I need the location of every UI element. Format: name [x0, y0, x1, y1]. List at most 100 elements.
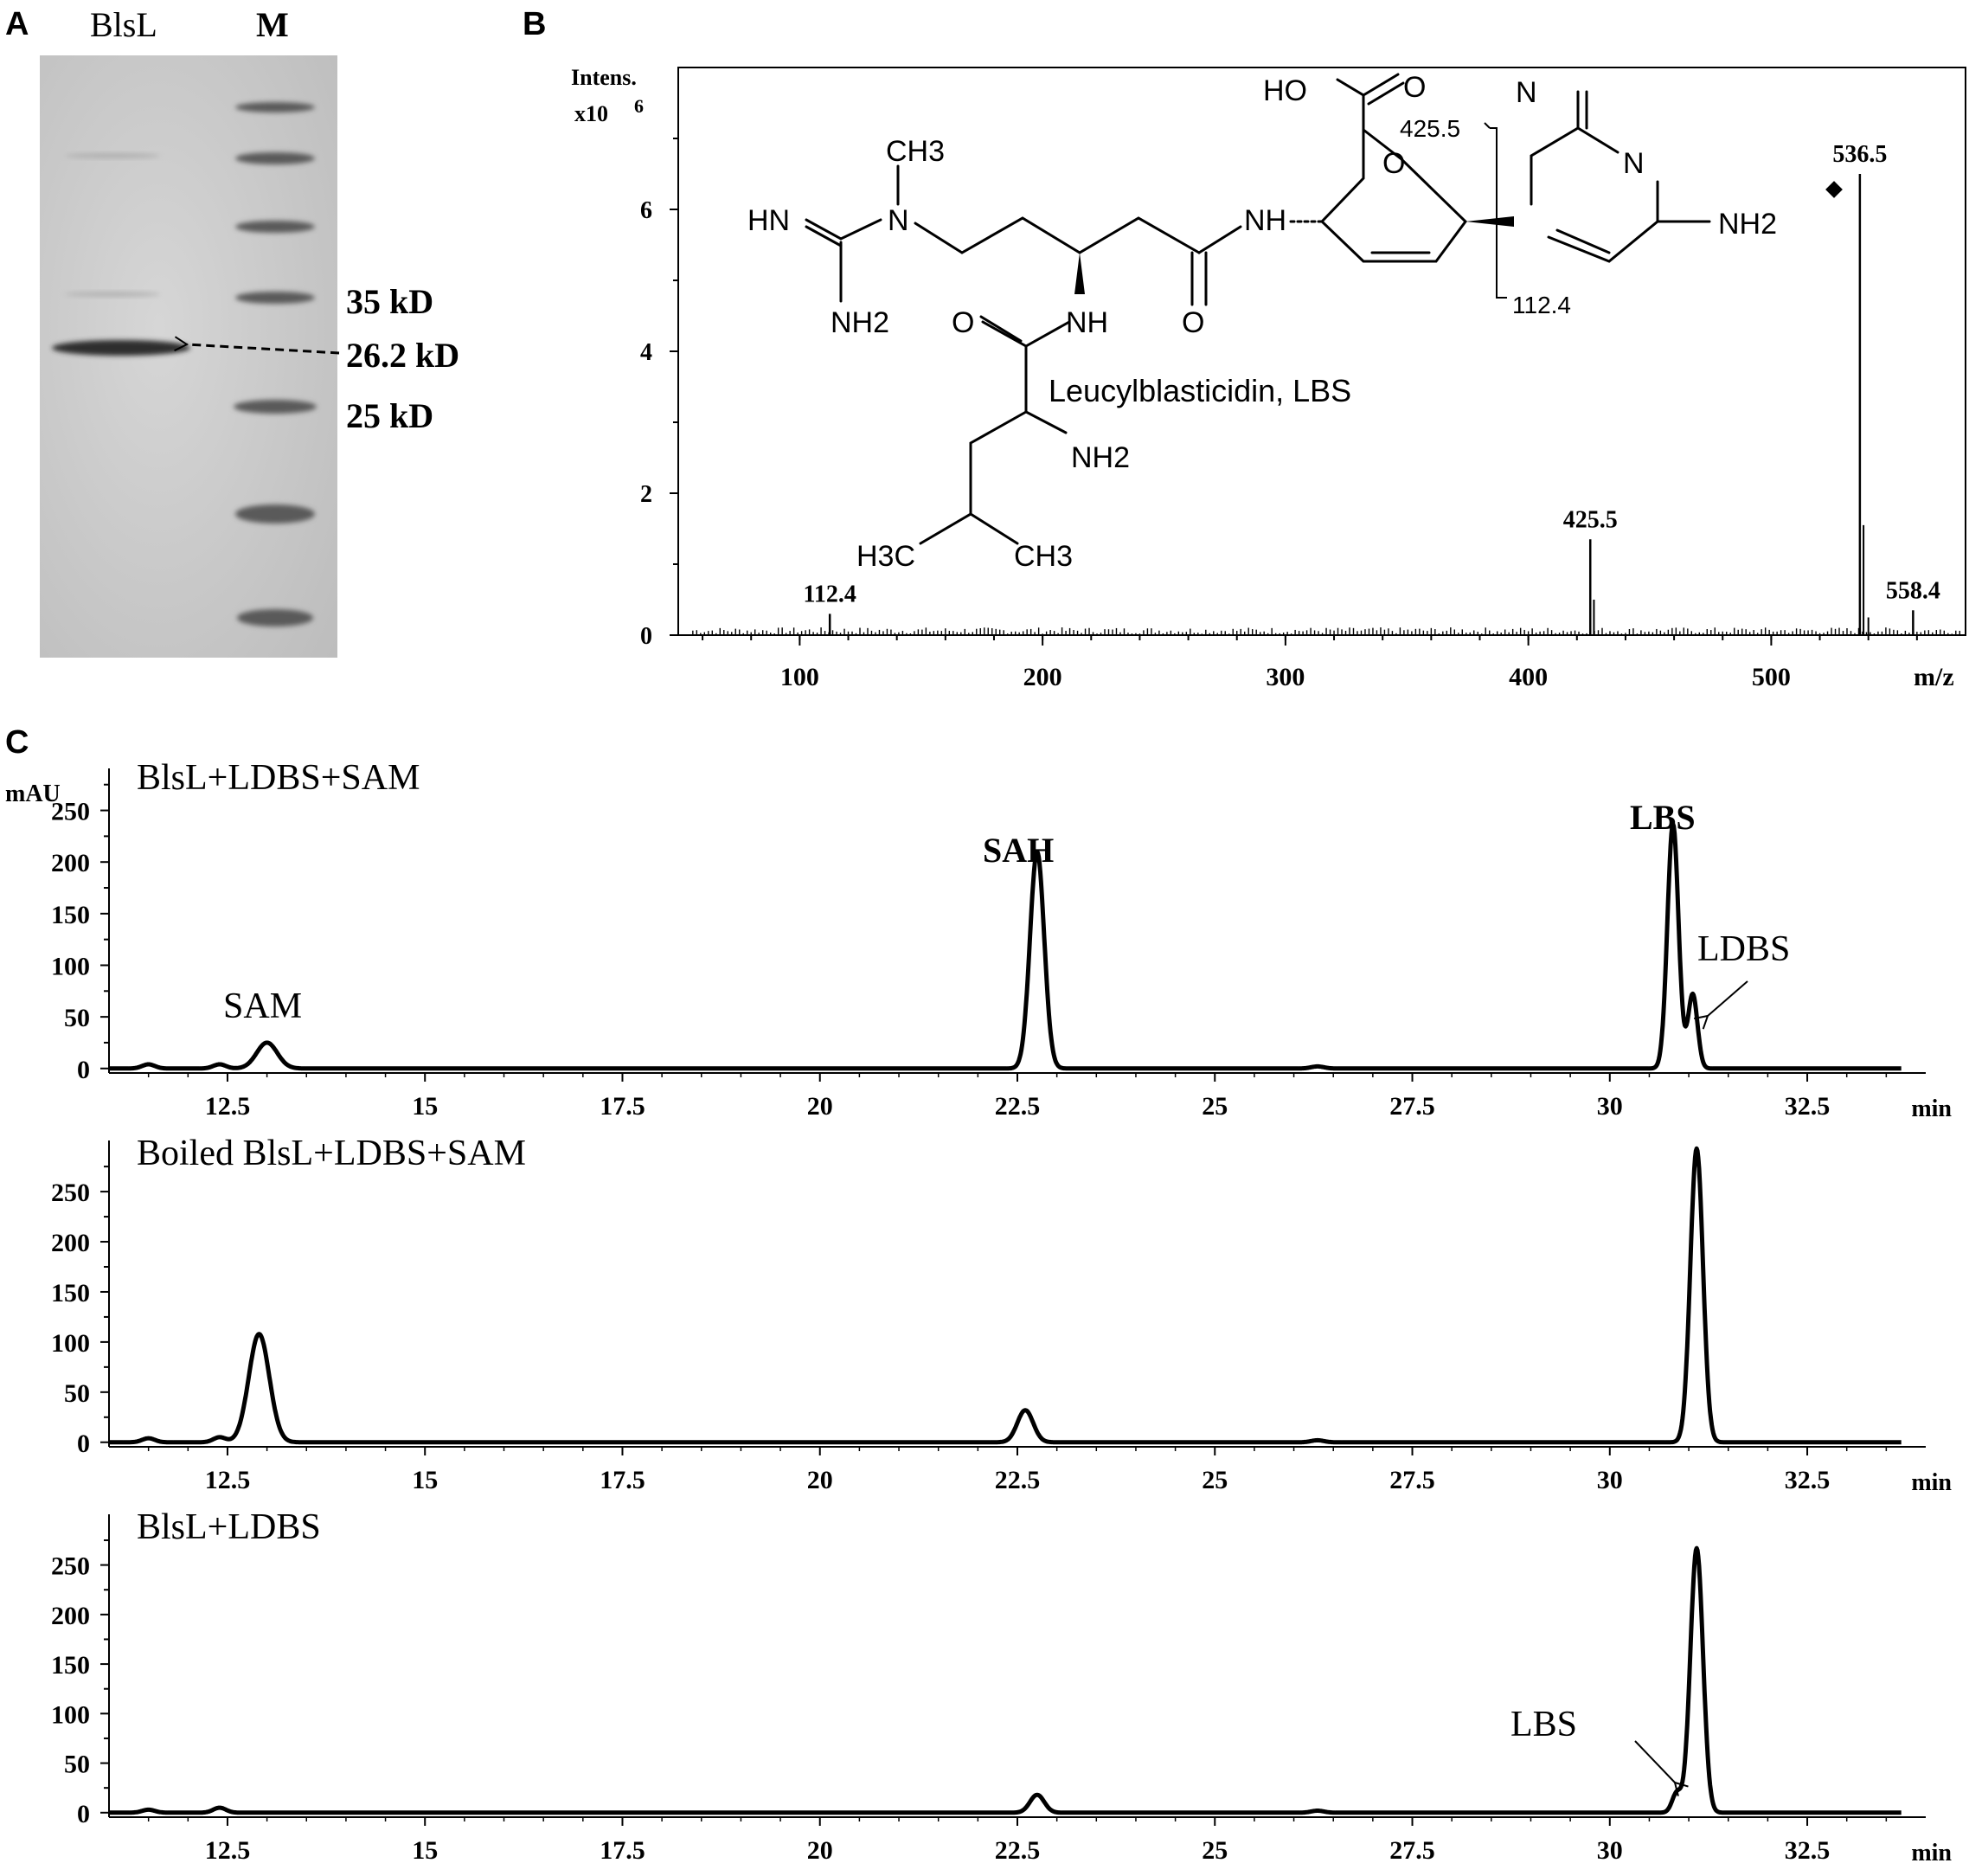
compound-label: Leucylblasticidin, LBS — [1049, 373, 1351, 408]
bond — [981, 320, 1028, 348]
marker-band — [235, 504, 315, 524]
ms-peak-label: 536.5 — [1832, 141, 1887, 168]
fragment-bracket — [1490, 127, 1507, 299]
lbs-bottom-arrow — [1634, 1740, 1675, 1783]
atom-o-cytosine: N — [1516, 76, 1537, 109]
marker-band — [235, 152, 315, 164]
atom-ho: HO — [1263, 74, 1307, 107]
peak-label-lbs: LBS — [1630, 798, 1696, 837]
hplc-trace-2: 0 50 100 150 200 250 12.5 15 17.5 20 22.5 25 27.5 30 3… — [51, 1134, 1952, 1496]
hplc-x-tick-label: 12.5 — [205, 1092, 251, 1121]
hplc-y-tick-label: 100 — [51, 1700, 90, 1729]
hplc-y-tick-label: 100 — [51, 952, 90, 980]
hplc-y-tick-label: 150 — [51, 901, 90, 929]
hplc-x-tick-label: 20 — [807, 1092, 833, 1121]
bond — [914, 216, 1201, 254]
hplc-y-tick-label: 50 — [64, 1004, 90, 1032]
bond — [1555, 228, 1611, 254]
hplc-trace-line — [107, 821, 1903, 1071]
ms-peak-label: 558.4 — [1886, 577, 1940, 604]
gel-image — [40, 55, 337, 658]
hplc-y-tick-label: 50 — [64, 1379, 90, 1408]
panel-label-c: C — [5, 724, 29, 761]
hplc-trace-line — [107, 1146, 1903, 1445]
ms-y-tick-label: 6 — [640, 197, 652, 224]
atom-nh-amide: NH — [1244, 204, 1286, 237]
ms-x-tick-label: 400 — [1509, 663, 1548, 691]
ms-peak-label: 425.5 — [1563, 506, 1618, 533]
marker-ladder — [234, 102, 317, 626]
hplc-y-tick-label: 200 — [51, 1602, 90, 1630]
hplc-trace-1: 0 50 100 150 200 250 12.5 15 17.5 20 22.5 25 27.5 30 3… — [51, 758, 1952, 1122]
ms-x-tick-label: 100 — [780, 663, 819, 691]
hplc-x-tick-label: 30 — [1597, 1092, 1623, 1121]
marker-band — [234, 400, 317, 414]
hplc-y-tick-label: 0 — [77, 1429, 90, 1458]
hplc-x-tick-label: 30 — [1597, 1836, 1623, 1865]
gel-smudge — [65, 153, 160, 158]
hplc-x-tick-label: 25 — [1202, 1836, 1228, 1865]
hplc-y-tick-label: 250 — [51, 798, 90, 826]
bond — [979, 315, 1023, 343]
hplc-x-tick-label: 15 — [412, 1092, 438, 1121]
hplc-trace-3: 0 50 100 150 200 250 12.5 15 17.5 20 22.5 25 27.5 30 3… — [51, 1507, 1952, 1866]
hplc-y-tick-label: 0 — [77, 1056, 90, 1084]
hplc-trace-title: BlsL+LDBS — [137, 1507, 321, 1547]
hplc-y-tick-label: 200 — [51, 1229, 90, 1257]
bond — [1197, 225, 1242, 254]
panel-label-b: B — [523, 6, 546, 42]
atom-nh2-guanidine: NH2 — [831, 306, 889, 339]
bond — [805, 225, 843, 247]
hplc-x-tick-label: 27.5 — [1389, 1466, 1435, 1494]
ms-x-tick-label: 500 — [1752, 663, 1791, 691]
ms-peaks: 112.4 425.5 536.5 558.4 — [692, 141, 1960, 635]
ms-y-tick-label: 0 — [640, 623, 652, 650]
ldbs-arrow — [1708, 980, 1748, 1016]
hplc-y-tick-label: 200 — [51, 849, 90, 877]
ms-precursor-marker — [1825, 181, 1843, 198]
hplc-x-tick-label: 17.5 — [600, 1466, 645, 1494]
ms-x-label: m/z — [1914, 663, 1954, 691]
panel-b: B Intens. x10 6 112.4 425.5 536.5 558.4 0 2 4… — [523, 6, 1966, 691]
atom-h3c: H3C — [856, 540, 915, 573]
hplc-x-tick-label: 22.5 — [995, 1466, 1041, 1494]
hplc-x-tick-label: 22.5 — [995, 1836, 1041, 1865]
chemical-structure: HO O O N O N NH2 CH3 HN N NH2 NH NH O O … — [747, 71, 1777, 573]
ms-y-label-scale: x10 — [574, 101, 608, 126]
peak-label-lbs-bottom: LBS — [1510, 1705, 1577, 1744]
hplc-y-tick-label: 250 — [51, 1552, 90, 1581]
hplc-x-tick-label: 27.5 — [1389, 1836, 1435, 1865]
ms-tick-labels: 0 2 4 6 100 200 300 400 500 — [640, 197, 1791, 691]
wedge-bond — [1074, 253, 1085, 294]
hplc-x-unit: min — [1911, 1469, 1952, 1496]
bond — [919, 410, 1028, 545]
bond — [1336, 78, 1365, 132]
gel-smudge — [65, 292, 160, 297]
hplc-x-tick-label: 17.5 — [600, 1836, 645, 1865]
ms-x-tick-label: 300 — [1266, 663, 1305, 691]
ms-y-tick-label: 2 — [640, 481, 652, 508]
atom-o-amide: O — [1182, 306, 1204, 339]
hplc-x-tick-label: 20 — [807, 1836, 833, 1865]
hplc-x-tick-label: 17.5 — [600, 1092, 645, 1121]
marker-label-35kd: 35 kD — [346, 282, 433, 321]
marker-band — [235, 102, 315, 112]
hplc-x-tick-label: 27.5 — [1389, 1092, 1435, 1121]
hplc-trace-title: Boiled BlsL+LDBS+SAM — [137, 1134, 526, 1173]
hplc-y-tick-label: 50 — [64, 1751, 90, 1779]
panel-a: A BlsL M 35 kD 26.2 kD 25 kD — [5, 5, 459, 658]
atom-o-carbonyl: O — [1403, 71, 1426, 104]
hplc-y-tick-label: 150 — [51, 1279, 90, 1307]
atom-n-cytosine: N — [1623, 147, 1645, 180]
hplc-x-tick-label: 12.5 — [205, 1466, 251, 1494]
fragment-label-112: 112.4 — [1512, 292, 1571, 318]
hplc-x-tick-label: 15 — [412, 1466, 438, 1494]
peak-label-sam: SAM — [223, 986, 302, 1026]
marker-band — [235, 292, 315, 304]
atom-nh2-cytosine: NH2 — [1718, 208, 1777, 241]
atom-ch3: CH3 — [1014, 540, 1073, 573]
hplc-x-tick-label: 22.5 — [995, 1092, 1041, 1121]
cytosine-ring — [1530, 126, 1659, 263]
